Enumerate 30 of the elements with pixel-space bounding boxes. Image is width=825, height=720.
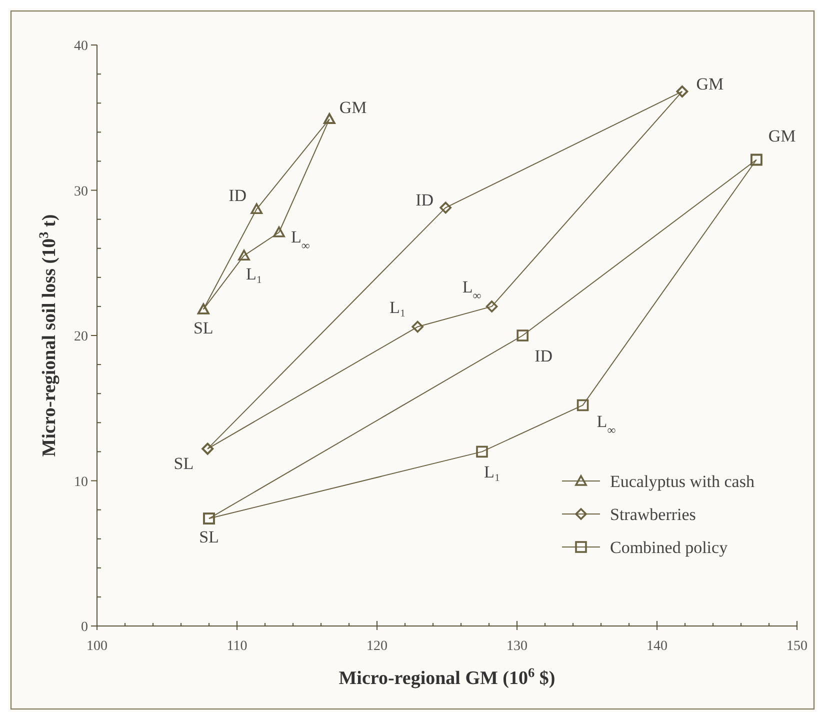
annotation: ID — [534, 346, 553, 366]
x-tick-label: 150 — [786, 639, 808, 654]
annotation: L$_{∞}$ — [291, 227, 310, 252]
annotation: ID — [228, 186, 247, 206]
annotation: L₁ — [246, 264, 262, 284]
annotation: GM — [339, 98, 367, 118]
annotation: L$_{∞}$ — [596, 412, 616, 438]
legend-label: Strawberries — [610, 505, 696, 524]
x-tick-label: 120 — [366, 639, 388, 654]
y-tick-label: 40 — [74, 39, 88, 54]
x-tick-label: 100 — [86, 639, 108, 654]
x-tick-label: 140 — [646, 639, 668, 654]
annotation: GM — [696, 74, 724, 94]
x-axis-title: Micro-regional GM (10$^{6}$ $) — [338, 664, 556, 689]
annotation: SL — [174, 454, 194, 473]
annotation: GM — [768, 126, 796, 146]
y-tick-label: 10 — [74, 474, 88, 490]
x-tick-label: 130 — [506, 639, 528, 654]
y-tick-label: 20 — [74, 330, 88, 344]
y-tick-label: 0 — [81, 620, 88, 635]
legend-label: Eucalyptus with cash — [610, 472, 755, 491]
legend-label: Combined policy — [610, 538, 728, 557]
annotation: SL — [199, 528, 219, 547]
x-tick-label: 110 — [226, 639, 248, 654]
annotation: L₁ — [484, 462, 500, 482]
y-tick-label: 30 — [74, 184, 88, 200]
annotation: ID — [416, 190, 434, 210]
annotation: L₁ — [389, 298, 406, 317]
annotation: L$_{∞}$ — [462, 277, 482, 302]
annotation: SL — [193, 318, 214, 338]
